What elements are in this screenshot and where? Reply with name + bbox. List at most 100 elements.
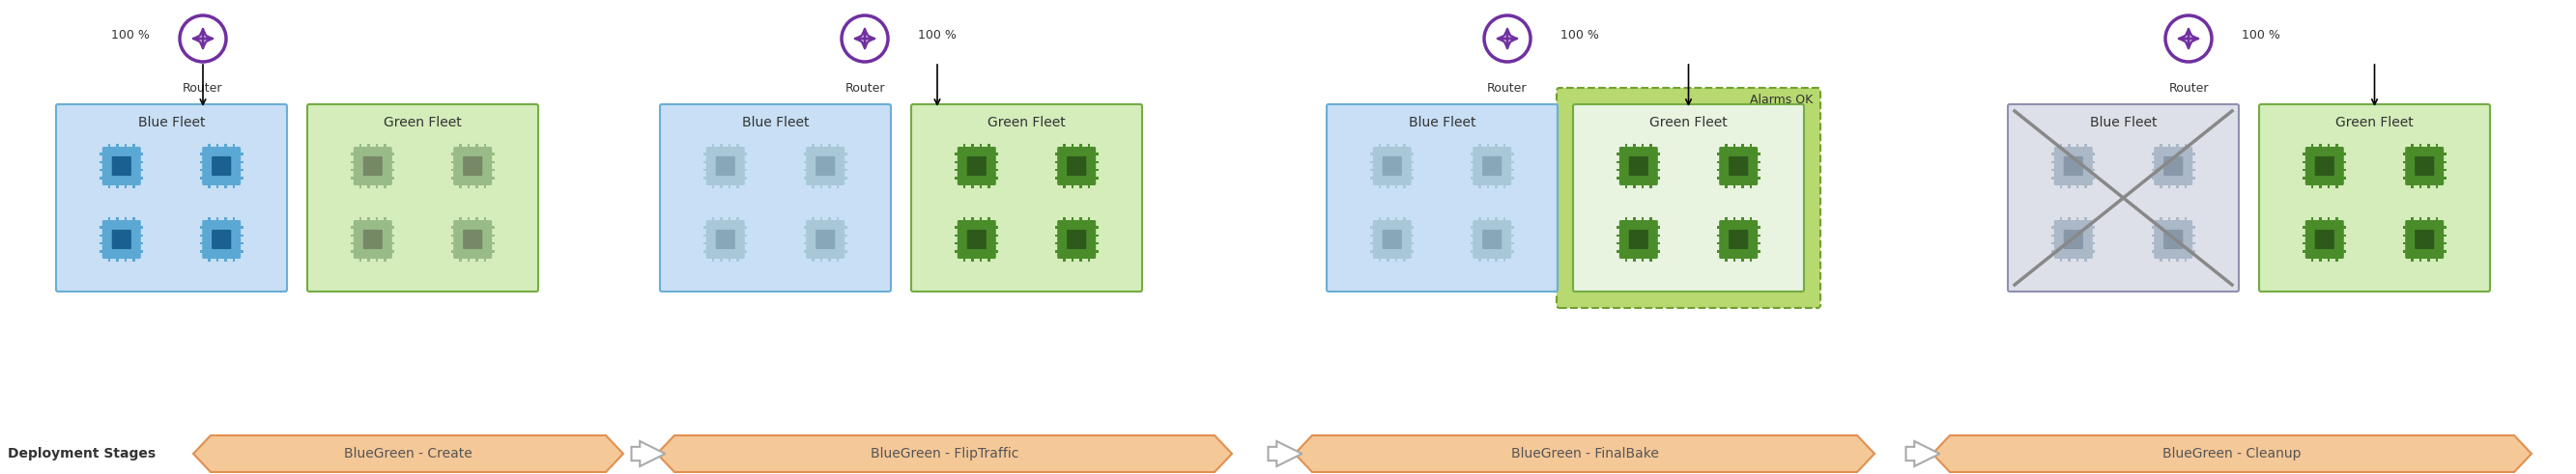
Bar [1618, 153, 1620, 155]
Bar [350, 169, 355, 171]
Bar [2050, 234, 2056, 237]
Bar [1409, 153, 1414, 155]
Bar [240, 177, 242, 179]
Bar [1471, 234, 1473, 237]
Text: Green Fleet: Green Fleet [987, 116, 1066, 129]
FancyBboxPatch shape [966, 156, 987, 176]
Bar [2442, 242, 2447, 245]
Bar [2303, 242, 2306, 245]
Text: 100 %: 100 % [917, 28, 956, 41]
FancyBboxPatch shape [806, 220, 845, 259]
Bar [2192, 161, 2195, 163]
Bar [2050, 226, 2056, 228]
Bar [1095, 250, 1097, 253]
Bar [2403, 226, 2406, 228]
Bar [451, 234, 456, 237]
Bar [1054, 169, 1059, 171]
Bar [1054, 177, 1059, 179]
Bar [1757, 234, 1759, 237]
Bar [139, 234, 144, 237]
Bar [956, 226, 958, 228]
Bar [744, 250, 747, 253]
Bar [842, 161, 848, 163]
Bar [100, 250, 103, 253]
FancyBboxPatch shape [2063, 156, 2084, 176]
Bar [2303, 161, 2306, 163]
FancyBboxPatch shape [1056, 220, 1095, 259]
Bar [1510, 234, 1515, 237]
Bar [489, 250, 495, 253]
Polygon shape [1296, 436, 1875, 472]
Bar [1510, 161, 1515, 163]
FancyBboxPatch shape [716, 156, 734, 176]
Bar [2442, 234, 2447, 237]
Bar [139, 153, 144, 155]
Bar [1095, 234, 1097, 237]
Text: Router: Router [1486, 82, 1528, 95]
Bar [2050, 242, 2056, 245]
Bar [2151, 250, 2156, 253]
Bar [1409, 226, 1414, 228]
Bar [744, 226, 747, 228]
FancyBboxPatch shape [958, 147, 997, 185]
Bar [2303, 169, 2306, 171]
FancyBboxPatch shape [1066, 156, 1087, 176]
Bar [703, 153, 708, 155]
Text: Deployment Stages: Deployment Stages [8, 447, 155, 460]
Bar [703, 161, 708, 163]
Bar [451, 250, 456, 253]
Bar [1370, 161, 1376, 163]
Bar [2342, 169, 2347, 171]
Bar [956, 161, 958, 163]
Bar [2442, 177, 2447, 179]
Bar [994, 250, 999, 253]
Bar [198, 153, 204, 155]
Text: Router: Router [183, 82, 224, 95]
FancyBboxPatch shape [111, 230, 131, 249]
Bar [1618, 226, 1620, 228]
Bar [2442, 161, 2447, 163]
Bar [744, 153, 747, 155]
Bar [100, 161, 103, 163]
Bar [1409, 242, 1414, 245]
Bar [100, 242, 103, 245]
FancyBboxPatch shape [1056, 147, 1095, 185]
Bar [100, 153, 103, 155]
Bar [2151, 234, 2156, 237]
Bar [2192, 177, 2195, 179]
Bar [1716, 226, 1721, 228]
FancyBboxPatch shape [2154, 147, 2192, 185]
Bar [1471, 161, 1473, 163]
Bar [1095, 226, 1097, 228]
Bar [2050, 153, 2056, 155]
Bar [2151, 177, 2156, 179]
FancyBboxPatch shape [2154, 220, 2192, 259]
Bar [994, 242, 999, 245]
FancyBboxPatch shape [958, 220, 997, 259]
Bar [100, 226, 103, 228]
FancyBboxPatch shape [57, 104, 286, 292]
Bar [804, 161, 806, 163]
Bar [2442, 226, 2447, 228]
Bar [2403, 153, 2406, 155]
Bar [994, 234, 999, 237]
FancyBboxPatch shape [211, 156, 232, 176]
Text: Blue Fleet: Blue Fleet [139, 116, 206, 129]
Text: Blue Fleet: Blue Fleet [1409, 116, 1476, 129]
FancyBboxPatch shape [353, 147, 392, 185]
Bar [744, 177, 747, 179]
FancyBboxPatch shape [211, 230, 232, 249]
FancyBboxPatch shape [1373, 147, 1412, 185]
Bar [1757, 161, 1759, 163]
Bar [2303, 234, 2306, 237]
Bar [2342, 242, 2347, 245]
Polygon shape [631, 441, 665, 466]
Bar [1656, 242, 1662, 245]
Bar [2050, 177, 2056, 179]
Bar [139, 242, 144, 245]
Bar [1370, 177, 1376, 179]
Text: BlueGreen - FlipTraffic: BlueGreen - FlipTraffic [871, 447, 1018, 460]
Bar [1095, 161, 1097, 163]
Bar [703, 169, 708, 171]
FancyBboxPatch shape [817, 156, 835, 176]
